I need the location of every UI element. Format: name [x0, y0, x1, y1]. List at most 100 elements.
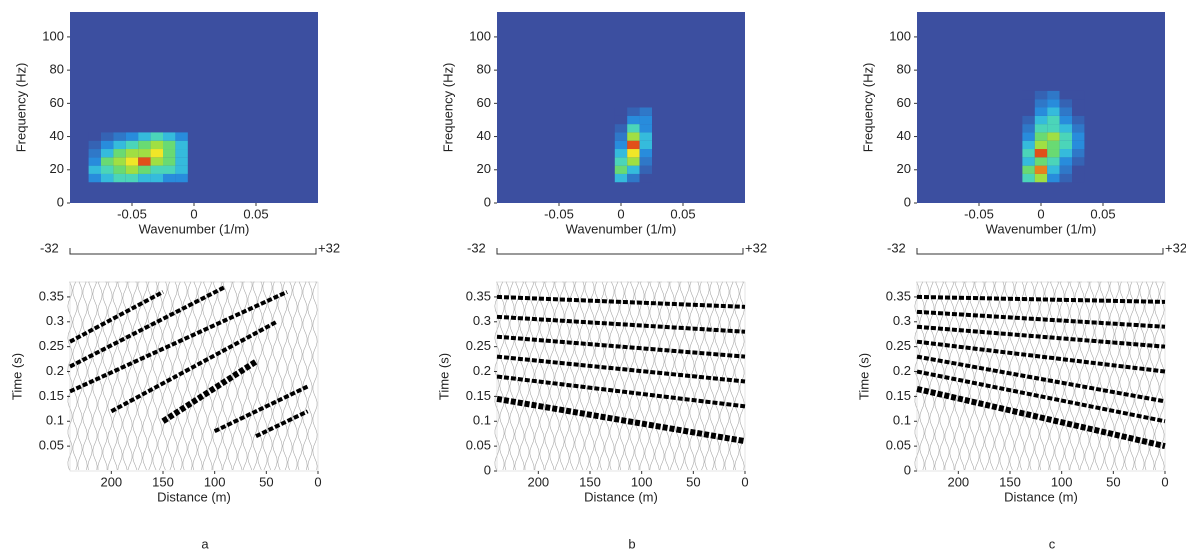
- trace: [1104, 281, 1110, 471]
- heatmap-cell: [614, 140, 628, 150]
- heatmap-cell: [150, 173, 163, 183]
- y-tick-label: 0.15: [39, 388, 64, 403]
- heatmap-cell: [113, 149, 126, 158]
- trace: [939, 281, 945, 471]
- trace: [664, 281, 670, 471]
- heatmap-cell: [1047, 165, 1060, 174]
- trace: [1034, 281, 1040, 471]
- trace: [634, 281, 640, 471]
- event: [110, 320, 278, 414]
- y-axis-label: Frequency (Hz): [13, 63, 28, 153]
- x-tick-label: 50: [686, 474, 700, 489]
- trace: [529, 281, 535, 471]
- heatmap-cell: [1059, 165, 1072, 174]
- trace: [147, 281, 153, 471]
- y-axis-label: Time (s): [436, 353, 451, 400]
- heatmap-cell: [150, 157, 163, 166]
- heatmap-cell: [1022, 90, 1035, 100]
- heatmap-cell: [1022, 124, 1035, 133]
- trace: [152, 281, 158, 471]
- x-tick-label: -0.05: [964, 206, 994, 221]
- y-axis-label: Frequency (Hz): [440, 63, 455, 153]
- heatmap-cell: [163, 149, 176, 158]
- trace: [609, 281, 615, 471]
- heatmap-cell: [1059, 124, 1072, 133]
- heatmap-cell: [138, 165, 151, 174]
- y-tick-label: 100: [42, 28, 64, 43]
- trace: [989, 281, 995, 471]
- heatmap-cell: [1034, 132, 1048, 141]
- trace: [579, 281, 585, 471]
- y-tick-label: 0.2: [473, 363, 491, 378]
- heatmap-cell: [138, 157, 151, 166]
- x-tick-label: 0: [1161, 474, 1168, 489]
- heatmap-cell: [175, 132, 188, 141]
- x-axis-label: Wavenumber (1/m): [139, 221, 250, 236]
- trace: [1024, 281, 1030, 471]
- y-tick-label: 20: [50, 161, 64, 176]
- heatmap-cell: [1047, 149, 1060, 158]
- x-tick-label: 0: [314, 474, 321, 489]
- heatmap-cell: [627, 107, 640, 116]
- heatmap-cell: [639, 107, 652, 116]
- trace: [944, 281, 950, 471]
- trace: [172, 281, 178, 471]
- y-tick-label: 80: [477, 62, 491, 77]
- y-tick-label: 20: [897, 161, 911, 176]
- trace: [964, 281, 970, 471]
- trace: [1079, 281, 1085, 471]
- y-tick-label: 0.25: [466, 338, 491, 353]
- heatmap-cell: [1034, 124, 1048, 133]
- heatmap-cell: [1034, 157, 1048, 166]
- y-tick-label: 0: [904, 462, 911, 477]
- trace: [504, 281, 510, 471]
- trace: [1149, 281, 1155, 471]
- event: [69, 285, 226, 369]
- heatmap-cell: [1059, 90, 1072, 100]
- x-tick-label: 100: [204, 474, 226, 489]
- trace: [919, 281, 925, 471]
- heatmap-cell: [1034, 165, 1048, 174]
- heatmap-cell: [639, 157, 652, 166]
- heatmap-cell: [1059, 149, 1072, 158]
- trace: [1054, 281, 1060, 471]
- heatmap-cell: [163, 165, 176, 174]
- trace: [1044, 281, 1050, 471]
- heatmap-cell: [614, 173, 628, 183]
- event: [69, 290, 288, 394]
- trace: [1119, 281, 1125, 471]
- event: [496, 374, 746, 409]
- event: [916, 294, 1166, 304]
- event: [496, 294, 746, 309]
- y-tick-label: 0.1: [46, 413, 64, 428]
- heatmap-cell: [1072, 99, 1085, 108]
- x-tick-label: 100: [631, 474, 653, 489]
- heatmap-cell: [1034, 173, 1048, 183]
- trace: [619, 281, 625, 471]
- heatmap-cell: [627, 157, 640, 166]
- y-tick-label: 60: [897, 95, 911, 110]
- heatmap-cell: [1047, 124, 1060, 133]
- trace: [564, 281, 570, 471]
- scale-left: -32: [887, 240, 906, 255]
- heatmap-cell: [138, 132, 151, 141]
- trace: [142, 281, 148, 471]
- heatmap-cell: [101, 173, 114, 183]
- heatmap-cell: [1022, 132, 1035, 141]
- heatmap-cell: [1059, 99, 1072, 108]
- trace: [102, 281, 108, 471]
- trace: [994, 281, 1000, 471]
- y-tick-label: 0: [484, 462, 491, 477]
- y-tick-label: 0.3: [893, 313, 911, 328]
- heatmap-cell: [175, 165, 188, 174]
- y-tick-label: 0.2: [893, 363, 911, 378]
- y-tick-label: 0: [484, 194, 491, 209]
- heatmap-cell: [101, 149, 114, 158]
- heatmap-cell: [138, 173, 151, 183]
- trace: [112, 281, 118, 471]
- event: [916, 369, 1166, 424]
- trace: [1154, 281, 1160, 471]
- trace: [1089, 281, 1095, 471]
- trace: [1009, 281, 1015, 471]
